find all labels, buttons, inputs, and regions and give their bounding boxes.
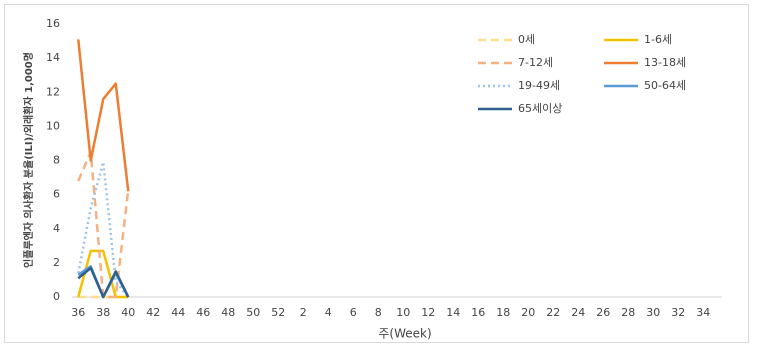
x-tick-label: 8 [375,306,382,319]
y-tick-label: 14 [46,51,60,64]
y-tick-label: 2 [53,256,60,269]
x-tick-label: 6 [350,306,357,319]
x-tick-label: 22 [546,306,560,319]
x-tick-label: 24 [571,306,585,319]
legend-label: 19-49세 [518,79,560,92]
x-tick-label: 4 [325,306,332,319]
legend-label: 65세이상 [518,102,562,115]
x-tick-label: 18 [496,306,510,319]
x-tick-label: 46 [196,306,210,319]
series-line [77,266,130,299]
series-line [77,39,130,192]
x-tick-label: 16 [471,306,485,319]
x-tick-label: 36 [71,306,85,319]
x-tick-label: 10 [396,306,410,319]
x-tick-label: 2 [300,306,307,319]
y-tick-label: 6 [53,188,60,201]
x-axis-title: 주(Week) [378,327,431,341]
x-tick-label: 40 [121,306,135,319]
legend-label: 13-18세 [644,56,686,69]
x-tick-label: 12 [421,306,435,319]
y-tick-label: 0 [53,290,60,303]
y-axis-title: 인플루엔자 의사환자 분율(ILI)/외래환자 1,000명 [22,52,35,268]
legend-label: 0세 [518,33,535,46]
y-tick-label: 10 [46,119,60,132]
x-tick-label: 26 [596,306,610,319]
x-tick-label: 20 [521,306,535,319]
legend-label: 50-64세 [644,79,686,92]
x-tick-label: 28 [621,306,635,319]
x-tick-label: 38 [96,306,110,319]
x-tick-label: 44 [171,306,185,319]
legend-label: 1-6세 [644,33,672,46]
series-line [77,150,130,299]
y-tick-label: 8 [53,154,60,167]
series-line [77,160,130,298]
x-tick-label: 50 [246,306,260,319]
series-line [77,249,129,299]
x-tick-label: 32 [671,306,685,319]
x-tick-label: 42 [146,306,160,319]
legend-label: 7-12세 [518,56,553,69]
x-tick-label: 30 [646,306,660,319]
x-tick-label: 52 [271,306,285,319]
y-tick-label: 4 [53,222,60,235]
x-tick-label: 48 [221,306,235,319]
x-tick-label: 34 [696,306,710,319]
y-tick-label: 16 [46,17,60,30]
y-tick-label: 12 [46,85,60,98]
x-tick-label: 14 [446,306,460,319]
chart-frame [4,4,749,343]
